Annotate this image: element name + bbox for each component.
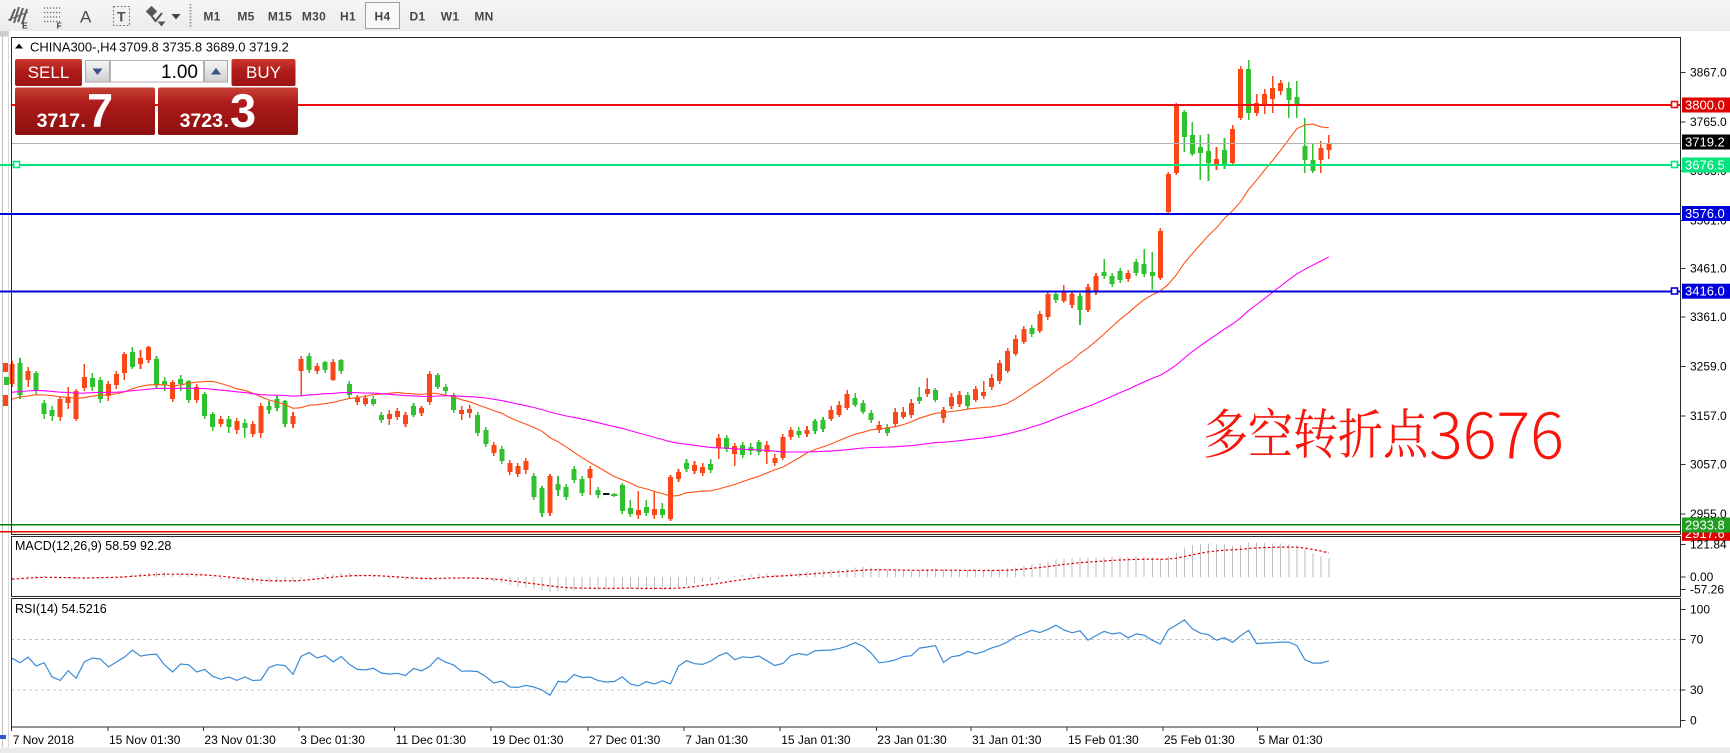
svg-text:3361.0: 3361.0 <box>1690 310 1727 324</box>
svg-text:1.00: 1.00 <box>161 62 198 83</box>
svg-text:3576.0: 3576.0 <box>1685 206 1725 221</box>
svg-text:27 Dec 01:30: 27 Dec 01:30 <box>589 733 661 747</box>
svg-text:7 Jan 01:30: 7 Jan 01:30 <box>685 733 748 747</box>
svg-text:SELL: SELL <box>28 63 70 82</box>
svg-text:M30: M30 <box>302 10 326 24</box>
svg-text:M1: M1 <box>203 10 220 24</box>
svg-text:E: E <box>22 21 28 31</box>
svg-text:0: 0 <box>1690 714 1697 728</box>
svg-text:H1: H1 <box>340 10 356 24</box>
svg-text:F: F <box>57 21 62 31</box>
svg-text:3157.0: 3157.0 <box>1690 409 1727 423</box>
svg-text:M5: M5 <box>237 10 254 24</box>
svg-text:23 Nov 01:30: 23 Nov 01:30 <box>204 733 276 747</box>
svg-text:RSI(14) 54.5216: RSI(14) 54.5216 <box>15 602 107 616</box>
svg-text:3719.2: 3719.2 <box>1685 135 1725 150</box>
svg-text:3717: 3717 <box>37 110 80 132</box>
svg-text:W1: W1 <box>441 10 460 24</box>
svg-text:3: 3 <box>230 84 256 137</box>
svg-text:3416.0: 3416.0 <box>1685 284 1725 299</box>
svg-text:23 Jan 01:30: 23 Jan 01:30 <box>877 733 947 747</box>
svg-text:19 Dec 01:30: 19 Dec 01:30 <box>492 733 564 747</box>
svg-text:MN: MN <box>474 10 493 24</box>
svg-text:BUY: BUY <box>246 63 281 82</box>
svg-text:3800.0: 3800.0 <box>1685 98 1725 113</box>
svg-text:MACD(12,26,9) 58.59 92.28: MACD(12,26,9) 58.59 92.28 <box>15 539 171 553</box>
svg-text:70: 70 <box>1690 633 1704 647</box>
svg-text:3867.0: 3867.0 <box>1690 66 1727 80</box>
svg-text:3676.5: 3676.5 <box>1685 158 1725 173</box>
svg-text:3 Dec 01:30: 3 Dec 01:30 <box>300 733 365 747</box>
svg-text:-57.26: -57.26 <box>1690 583 1724 597</box>
svg-text:31 Jan 01:30: 31 Jan 01:30 <box>972 733 1042 747</box>
svg-text:2933.8: 2933.8 <box>1685 518 1725 533</box>
svg-text:2955.0: 2955.0 <box>1690 507 1727 521</box>
svg-text:3723: 3723 <box>180 110 224 132</box>
svg-text:3709.8 3735.8 3689.0 3719.2: 3709.8 3735.8 3689.0 3719.2 <box>119 40 289 55</box>
svg-text:15 Jan 01:30: 15 Jan 01:30 <box>781 733 851 747</box>
svg-text:3057.0: 3057.0 <box>1690 458 1727 472</box>
svg-text:30: 30 <box>1690 683 1704 697</box>
svg-text:D1: D1 <box>410 10 426 24</box>
svg-text:15 Feb 01:30: 15 Feb 01:30 <box>1068 733 1139 747</box>
svg-text:3259.0: 3259.0 <box>1690 360 1727 374</box>
svg-text:A: A <box>80 8 92 27</box>
svg-text:3461.0: 3461.0 <box>1690 262 1727 276</box>
svg-text:11 Dec 01:30: 11 Dec 01:30 <box>396 733 467 747</box>
svg-text:H4: H4 <box>375 10 391 24</box>
svg-text:7: 7 <box>87 84 113 137</box>
svg-text:7 Nov 2018: 7 Nov 2018 <box>13 733 75 747</box>
svg-text:121.84: 121.84 <box>1690 538 1727 552</box>
svg-text:.: . <box>81 110 86 132</box>
svg-text:3765.0: 3765.0 <box>1690 115 1727 129</box>
svg-text:M15: M15 <box>268 10 292 24</box>
svg-text:CHINA300-,H4: CHINA300-,H4 <box>30 40 117 55</box>
svg-text:5 Mar 01:30: 5 Mar 01:30 <box>1259 733 1323 747</box>
svg-text:25 Feb 01:30: 25 Feb 01:30 <box>1164 733 1235 747</box>
svg-text:100: 100 <box>1690 602 1710 616</box>
svg-text:T: T <box>117 9 126 25</box>
svg-text:15 Nov 01:30: 15 Nov 01:30 <box>109 733 181 747</box>
svg-text:0.00: 0.00 <box>1690 570 1714 584</box>
svg-text:.: . <box>224 110 229 132</box>
